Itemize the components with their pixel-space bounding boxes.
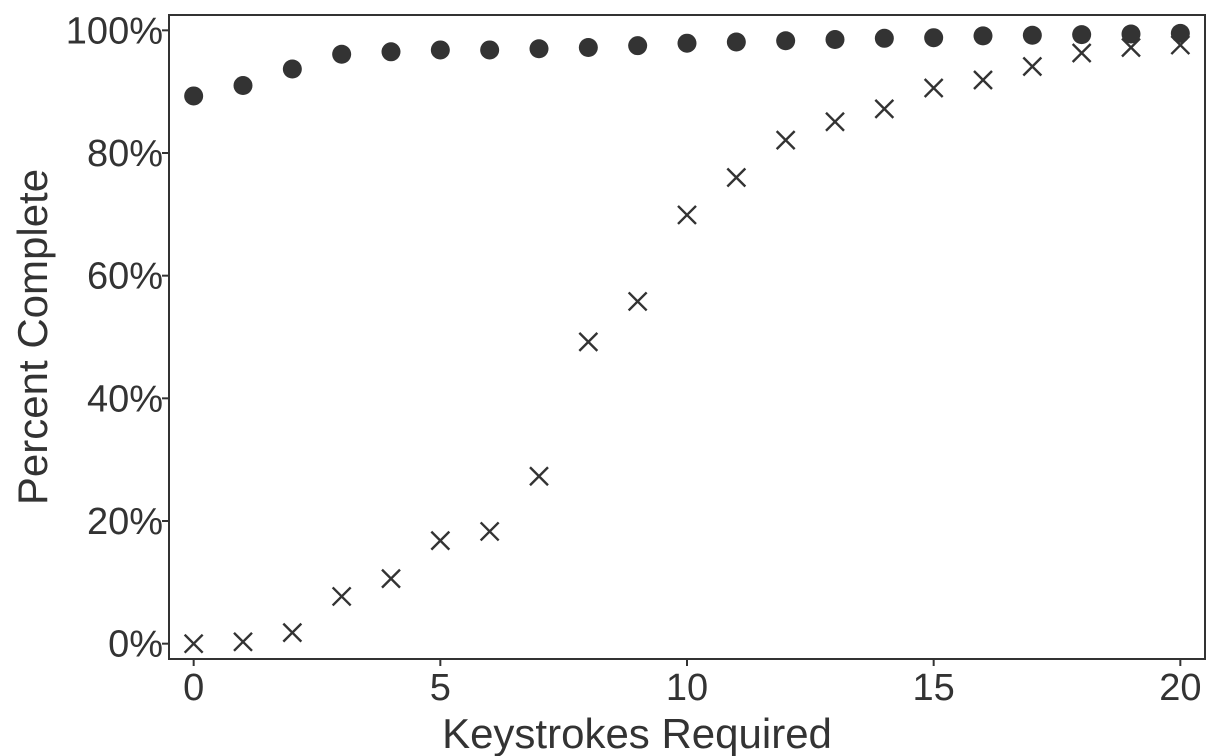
x-point xyxy=(1121,37,1141,58)
circle-point xyxy=(825,30,845,50)
x-tick-label: 20 xyxy=(1159,667,1201,709)
circle-point xyxy=(1072,25,1092,45)
y-axis-title: Percent Complete xyxy=(9,169,56,505)
x-tick-label: 10 xyxy=(666,667,708,709)
y-tick-label: 60% xyxy=(87,256,163,298)
data-points xyxy=(183,23,1191,654)
circle-point xyxy=(430,40,450,60)
x-tick-label: 5 xyxy=(430,667,451,709)
y-tick-label: 80% xyxy=(87,133,163,175)
circle-point xyxy=(924,28,944,48)
x-point xyxy=(1071,43,1092,63)
y-tick-label: 20% xyxy=(87,501,163,543)
x-point xyxy=(233,631,253,652)
circle-point xyxy=(677,33,697,53)
x-axis-title: Keystrokes Required xyxy=(442,710,832,756)
circle-point xyxy=(184,86,204,106)
x-point xyxy=(923,78,944,98)
circle-point xyxy=(973,26,993,46)
circle-point xyxy=(578,38,598,58)
x-point xyxy=(627,291,648,312)
y-tick-label: 100% xyxy=(66,10,163,52)
x-point xyxy=(677,205,697,225)
x-point xyxy=(578,332,599,352)
x-point xyxy=(775,130,796,150)
circle-point xyxy=(1022,25,1042,45)
x-tick-label: 15 xyxy=(913,667,955,709)
x-point xyxy=(529,466,549,487)
x-point xyxy=(381,568,401,589)
x-point xyxy=(479,521,500,542)
circle-point xyxy=(726,32,746,52)
x-point xyxy=(726,167,747,188)
circle-point xyxy=(1170,23,1190,43)
x-point xyxy=(331,586,352,607)
axis-ticks: 0 5 10 15 20 0% 20% 40% 60% 80% 100% xyxy=(66,10,1202,709)
x-point xyxy=(183,633,204,654)
circle-point xyxy=(480,40,500,60)
circle-point xyxy=(233,76,253,96)
circle-point xyxy=(529,39,549,59)
x-tick-label: 0 xyxy=(183,667,204,709)
circle-point xyxy=(1121,24,1141,44)
circle-point xyxy=(874,28,894,48)
x-point xyxy=(430,530,451,551)
circle-point xyxy=(381,42,401,62)
x-point xyxy=(874,98,895,119)
circle-point xyxy=(628,36,648,56)
circle-point xyxy=(332,44,352,64)
x-point xyxy=(282,622,303,643)
y-tick-label: 0% xyxy=(108,624,163,666)
x-point xyxy=(1022,56,1043,77)
circle-point xyxy=(282,59,302,79)
x-point xyxy=(973,70,993,90)
y-tick-label: 40% xyxy=(87,378,163,420)
x-point xyxy=(825,111,845,132)
x-point xyxy=(1170,35,1191,55)
circle-point xyxy=(776,31,796,51)
